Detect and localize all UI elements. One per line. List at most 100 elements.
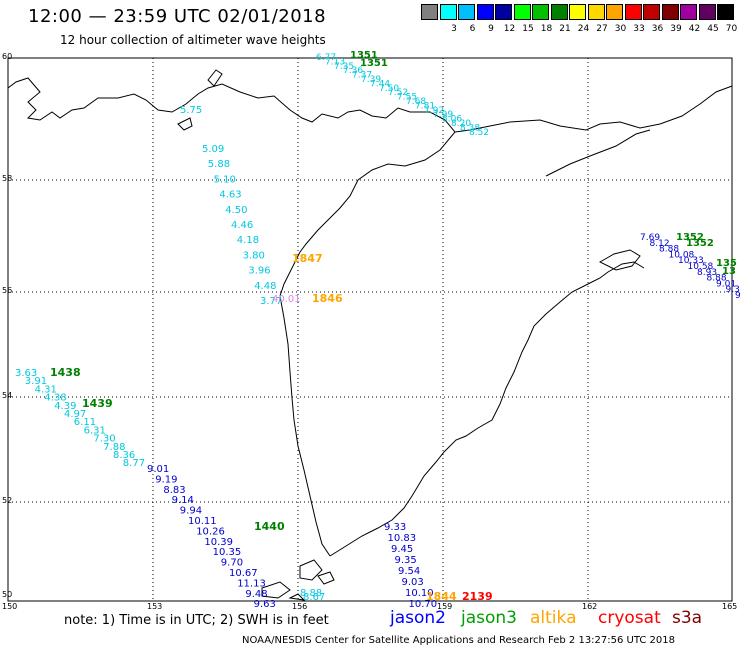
- legend-label: 27: [596, 24, 608, 34]
- wave-height-label: 2139: [462, 590, 493, 603]
- lon-tick-label: 156: [292, 602, 308, 611]
- wave-height-label: 8.20: [451, 119, 471, 129]
- wave-height-label: 5.88: [208, 159, 230, 170]
- wave-height-label: 9.48: [245, 589, 267, 600]
- legend-label: 24: [577, 24, 590, 34]
- wave-height-label: 7.81: [415, 101, 435, 111]
- wave-height-label: 8.88: [707, 274, 727, 284]
- wave-height-label: 8.67: [303, 592, 325, 603]
- wave-height-label: 8.77: [123, 458, 145, 469]
- legend-swatch: [643, 4, 660, 20]
- wave-height-label: 1352: [686, 238, 714, 249]
- legend-swatch: [421, 4, 438, 20]
- map-note: note: 1) Time is in UTC; 2) SWH is in fe…: [64, 613, 329, 628]
- wave-height-label: 9.54: [398, 566, 420, 577]
- wave-height-label: 4.31: [35, 384, 57, 395]
- legend-label: 45: [707, 24, 719, 34]
- wave-height-label: 9.19: [155, 474, 177, 485]
- graticule: [8, 58, 732, 601]
- wave-height-label: 9.70: [221, 558, 243, 569]
- wave-height-label: 3.80: [243, 250, 265, 261]
- wave-height-label: 10.35: [213, 547, 242, 558]
- footer-credit: NOAA/NESDIS Center for Satellite Applica…: [242, 635, 675, 646]
- wave-height-label: 8.93: [697, 268, 717, 278]
- wave-height-label: 4.38: [44, 393, 66, 404]
- lat-tick-label: 56: [2, 286, 13, 295]
- wave-height-label: 9.14: [172, 495, 194, 506]
- wave-height-label: 7.44: [370, 79, 390, 89]
- wave-height-label: 1439: [82, 397, 113, 410]
- wave-height-label: 7.13: [325, 57, 345, 67]
- wave-height-label: 8.52: [469, 128, 489, 138]
- wave-height-label: 13: [722, 266, 736, 277]
- wave-height-label: 10.67: [229, 568, 258, 579]
- wave-height-label: 9.33: [384, 522, 406, 533]
- lat-tick-label: 50: [2, 590, 13, 599]
- mission-jason3: jason3: [461, 608, 517, 628]
- mission-altika: altika: [530, 608, 577, 628]
- legend-swatch: [550, 4, 568, 20]
- lat-tick-label: 60: [2, 52, 13, 61]
- wave-height-label: 6.31: [84, 425, 106, 436]
- wave-height-label: 4.97: [64, 409, 86, 420]
- legend-swatch: [569, 4, 586, 20]
- wave-height-label: 6.11: [74, 417, 96, 428]
- map-subtitle: 12 hour collection of altimeter wave hei…: [60, 33, 326, 47]
- wave-height-label: 10.39: [204, 537, 233, 548]
- wave-height-label: 10.83: [388, 533, 417, 544]
- wave-height-label: 7.36: [343, 66, 363, 76]
- wave-height-label: 7.52: [388, 88, 408, 98]
- wave-height-label: 7.50: [379, 84, 399, 94]
- wave-height-label: 8.88: [659, 245, 679, 255]
- legend-label: 30: [614, 24, 627, 34]
- wave-height-label: 7.35: [334, 62, 354, 72]
- wave-height-label: 1351: [360, 58, 388, 69]
- legend-label: 21: [559, 24, 571, 34]
- wave-height-label: 3.63: [15, 368, 37, 379]
- wave-height-label: 8.38: [460, 123, 480, 133]
- wave-height-label: 9.35: [395, 555, 417, 566]
- legend-swatch: [717, 4, 734, 20]
- wave-height-label: 10.10: [405, 588, 434, 599]
- wave-height-label: 7.55: [397, 93, 417, 103]
- legend-swatch: [513, 4, 531, 20]
- wave-height-label: 9.62: [735, 291, 740, 301]
- wave-height-label: 7.69: [640, 233, 660, 243]
- wave-height-label: 11.13: [237, 578, 266, 589]
- wave-height-label: 7.92: [424, 106, 444, 116]
- lon-tick-label: 159: [437, 602, 453, 611]
- legend-label: 12: [503, 24, 516, 34]
- wave-height-label: 5.09: [202, 144, 224, 155]
- wave-height-label: 10.26: [196, 526, 225, 537]
- wave-height-label: 135: [716, 258, 737, 269]
- wave-height-label: 4.48: [254, 281, 276, 292]
- wave-height-label: 8.12: [650, 239, 670, 249]
- wave-height-label: 1844: [426, 590, 457, 603]
- altimeter-tracks: 6.777.137.357.367.377.397.447.507.527.55…: [15, 50, 740, 610]
- legend-label: 33: [633, 24, 645, 34]
- legend-swatch: [532, 4, 549, 20]
- wave-height-label: 1351: [350, 50, 378, 61]
- legend-swatch: [439, 4, 457, 20]
- wave-height-label: 40.01: [272, 294, 301, 305]
- lon-tick-label: 153: [147, 602, 163, 611]
- wave-height-label: 1846: [312, 292, 343, 305]
- wave-height-label: 3.91: [25, 376, 47, 387]
- wave-height-label: 7.88: [103, 442, 125, 453]
- wave-height-label: 7.68: [406, 97, 426, 107]
- wave-height-label: 9.01: [716, 279, 736, 289]
- wave-height-label: 10.11: [188, 516, 217, 527]
- wave-height-label: 5.10: [214, 174, 236, 185]
- legend-label: 18: [540, 24, 553, 34]
- wave-height-label: 1847: [292, 252, 323, 265]
- legend-swatch: [606, 4, 623, 20]
- mission-cryosat: cryosat: [598, 608, 661, 628]
- wave-height-label: 9.03: [402, 577, 424, 588]
- wave-height-label: 7.39: [361, 75, 381, 85]
- lon-tick-label: 165: [722, 602, 738, 611]
- wave-height-label: 8.06: [442, 115, 462, 125]
- wave-height-label: 8.83: [163, 485, 185, 496]
- wave-height-label: 8.88: [300, 588, 322, 599]
- wave-height-label: 9.45: [391, 544, 413, 555]
